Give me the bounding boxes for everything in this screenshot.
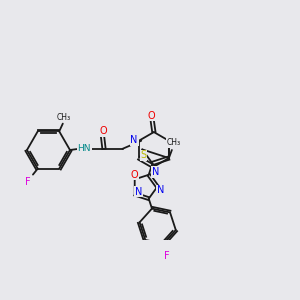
Text: F: F — [164, 251, 170, 261]
Text: N: N — [130, 135, 138, 145]
Text: CH₃: CH₃ — [57, 112, 71, 122]
Text: HN: HN — [78, 144, 91, 153]
Text: F: F — [25, 177, 31, 187]
Text: N: N — [157, 185, 164, 195]
Text: N: N — [152, 167, 159, 177]
Text: N: N — [135, 187, 142, 197]
Text: O: O — [148, 111, 155, 121]
Text: S: S — [140, 150, 146, 161]
Text: O: O — [131, 169, 139, 180]
Text: CH₃: CH₃ — [167, 138, 181, 147]
Text: O: O — [99, 126, 107, 136]
